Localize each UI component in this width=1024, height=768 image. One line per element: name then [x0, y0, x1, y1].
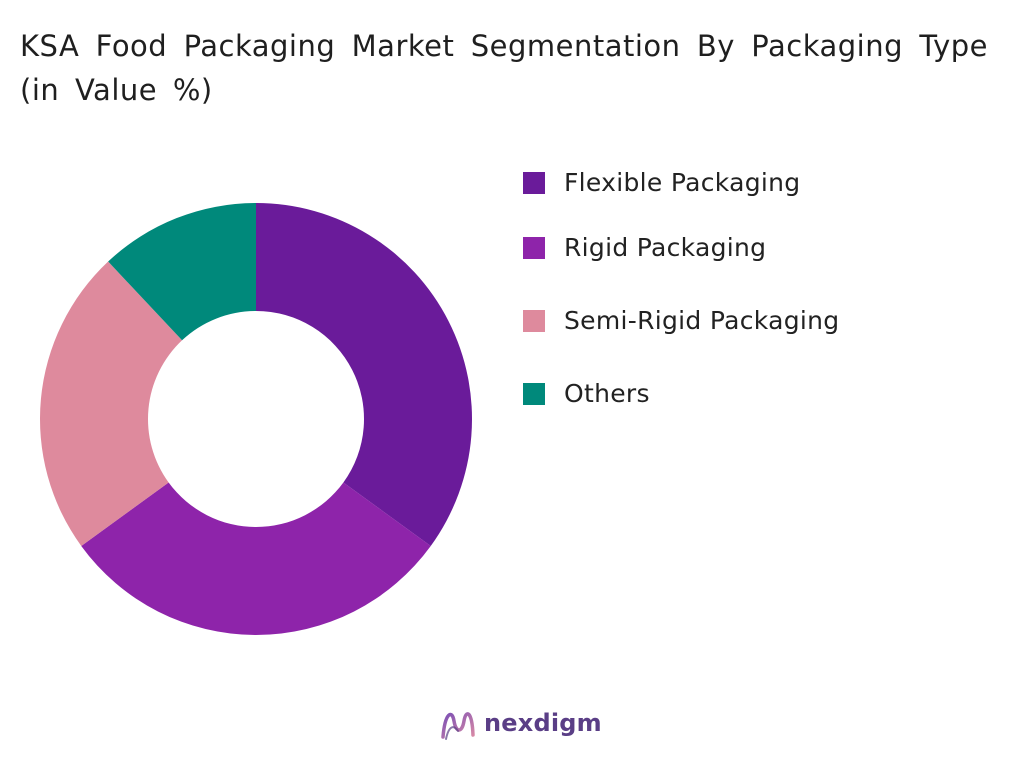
legend-item: Flexible Packaging	[523, 168, 800, 197]
brand-name: nexdigm	[484, 709, 602, 737]
legend-swatch	[523, 236, 545, 259]
legend-item: Semi-Rigid Packaging	[523, 306, 839, 335]
nexdigm-wave-icon	[441, 712, 475, 740]
legend-swatch	[523, 309, 545, 332]
donut-slice-semi-rigid-packaging	[39, 261, 183, 546]
legend-label: Flexible Packaging	[564, 168, 801, 197]
legend-label: Rigid Packaging	[564, 233, 767, 262]
legend-swatch	[523, 171, 545, 194]
donut-slice-others	[108, 203, 257, 341]
chart-title: KSA Food Packaging Market Segmentation B…	[20, 29, 988, 107]
legend-item: Rigid Packaging	[523, 233, 766, 262]
legend-swatch	[523, 382, 545, 405]
legend-label: Semi-Rigid Packaging	[564, 306, 840, 335]
donut-slice-flexible-packaging	[256, 203, 473, 546]
brand-logo: nexdigm	[440, 703, 602, 743]
donut-slice-rigid-packaging	[81, 482, 431, 635]
legend-item: Others	[523, 379, 650, 408]
legend-label: Others	[564, 379, 650, 408]
